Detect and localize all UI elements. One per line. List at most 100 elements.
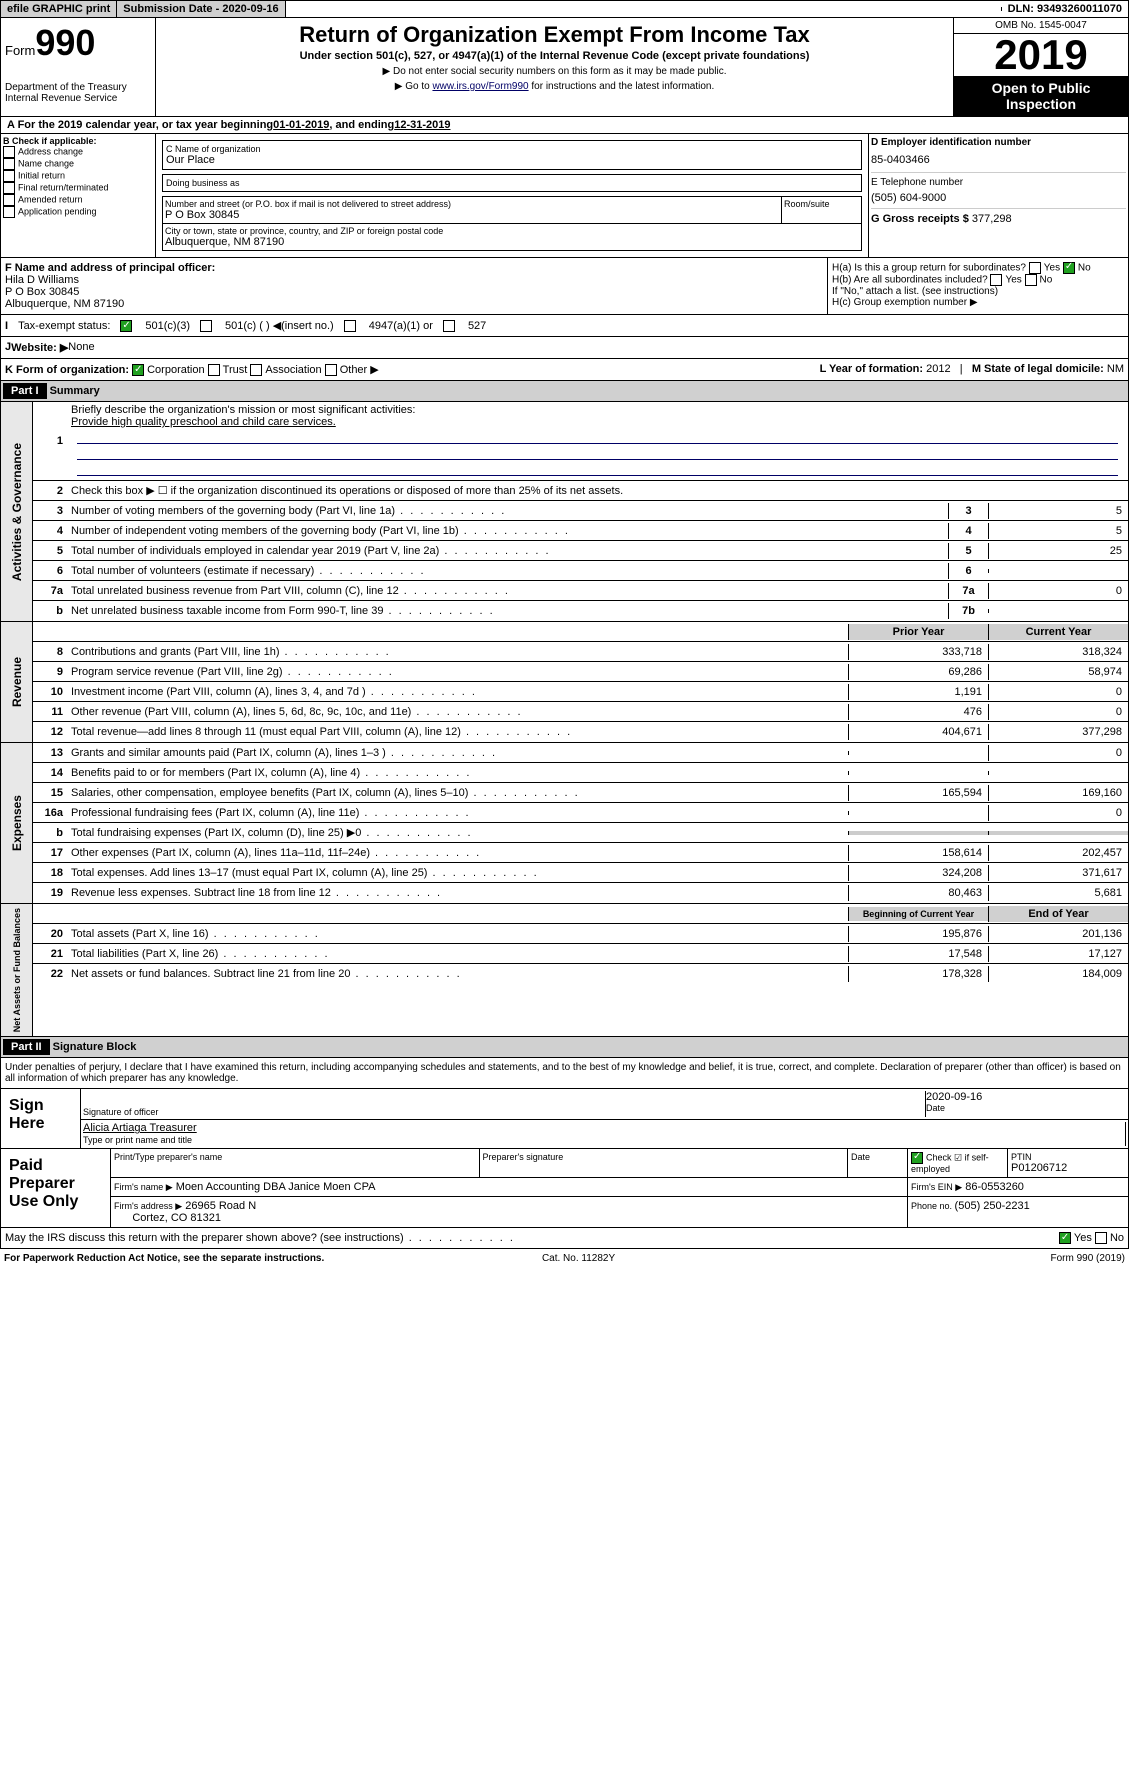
netassets-label: Net Assets or Fund Balances	[10, 904, 24, 1036]
gross-receipts: G Gross receipts $ 377,298	[871, 208, 1126, 225]
assoc-checkbox[interactable]	[250, 364, 262, 376]
firm-ein-label: Firm's EIN ▶	[911, 1182, 962, 1192]
website-label: Website: ▶	[11, 341, 68, 354]
website-value: None	[68, 341, 94, 354]
top-toolbar: efile GRAPHIC print Submission Date - 20…	[0, 0, 1129, 18]
paperwork-notice: For Paperwork Reduction Act Notice, see …	[4, 1253, 324, 1264]
open-to-public: Open to Public Inspection	[954, 76, 1128, 116]
gross-label: G Gross receipts $	[871, 213, 972, 225]
firm-addr2: Cortez, CO 81321	[132, 1212, 221, 1224]
form-header: Form990 Department of the Treasury Inter…	[0, 18, 1129, 117]
ha-yes-checkbox[interactable]	[1029, 262, 1041, 274]
instructions-link-line: ▶ Go to www.irs.gov/Form990 for instruct…	[160, 81, 949, 92]
period-row: A For the 2019 calendar year, or tax yea…	[0, 117, 1129, 134]
ha-no-checkbox[interactable]	[1063, 262, 1075, 274]
checkbox-amended-return[interactable]	[3, 194, 15, 206]
perjury-statement: Under penalties of perjury, I declare th…	[0, 1058, 1129, 1089]
form-number: 990	[35, 22, 95, 63]
501c3-checkbox[interactable]	[120, 320, 132, 332]
revenue-section: Revenue Prior Year Current Year 8Contrib…	[0, 622, 1129, 743]
checkbox-name-change[interactable]	[3, 158, 15, 170]
501c-checkbox[interactable]	[200, 320, 212, 332]
ptin-label: PTIN	[1011, 1152, 1125, 1162]
firm-name: Moen Accounting DBA Janice Moen CPA	[176, 1181, 376, 1193]
firm-phone: (505) 250-2231	[955, 1200, 1030, 1212]
part2-header: Part II Signature Block	[1, 1037, 1128, 1057]
street-value: P O Box 30845	[165, 209, 779, 221]
discuss-yes-checkbox[interactable]	[1059, 1232, 1071, 1244]
ein-box: D Employer identification number 85-0403…	[871, 136, 1126, 166]
governance-label: Activities & Governance	[8, 439, 26, 585]
irs-link[interactable]: www.irs.gov/Form990	[432, 81, 528, 92]
efile-print-button[interactable]: efile GRAPHIC print	[1, 1, 117, 17]
self-employed-checkbox[interactable]	[911, 1152, 923, 1164]
527-checkbox[interactable]	[443, 320, 455, 332]
checkbox-initial-return[interactable]	[3, 170, 15, 182]
m-label: M State of legal domicile:	[972, 363, 1107, 375]
firm-phone-label: Phone no.	[911, 1201, 955, 1211]
city-label: City or town, state or province, country…	[165, 226, 859, 236]
ptin-value: P01206712	[1011, 1162, 1125, 1174]
firm-addr1: 26965 Road N	[185, 1200, 256, 1212]
m-value: NM	[1107, 363, 1124, 375]
firm-addr-label: Firm's address ▶	[114, 1201, 182, 1211]
entity-info-block: B Check if applicable: Address changeNam…	[0, 134, 1129, 258]
department: Department of the Treasury Internal Reve…	[5, 82, 151, 104]
form-id-footer: Form 990 (2019)	[1050, 1253, 1124, 1264]
name-title-label: Type or print name and title	[83, 1135, 192, 1145]
q2-label: Check this box ▶ ☐ if the organization d…	[67, 482, 1128, 499]
gross-value: 377,298	[972, 213, 1012, 225]
org-name-label: C Name of organization	[166, 144, 858, 154]
firm-name-label: Firm's name ▶	[114, 1182, 173, 1192]
address-box: Number and street (or P.O. box if mail i…	[162, 196, 862, 251]
hb-no-checkbox[interactable]	[1025, 274, 1037, 286]
box-b: B Check if applicable: Address changeNam…	[1, 134, 156, 257]
box-b-header: B Check if applicable:	[3, 136, 97, 146]
governance-section: Activities & Governance 1 Briefly descri…	[0, 402, 1129, 622]
org-name: Our Place	[166, 154, 858, 166]
street-label: Number and street (or P.O. box if mail i…	[165, 199, 779, 209]
trust-checkbox[interactable]	[208, 364, 220, 376]
form-subtitle: Under section 501(c), 527, or 4947(a)(1)…	[160, 50, 949, 62]
netassets-section: Net Assets or Fund Balances Beginning of…	[0, 904, 1129, 1037]
mission-text: Provide high quality preschool and child…	[71, 416, 336, 428]
k-row: K Form of organization: Corporation Trus…	[0, 359, 1129, 381]
expenses-section: Expenses 13Grants and similar amounts pa…	[0, 743, 1129, 904]
officer-addr2: Albuquerque, NM 87190	[5, 298, 124, 310]
telephone-box: E Telephone number (505) 604-9000	[871, 172, 1126, 204]
box-f: F Name and address of principal officer:…	[1, 258, 828, 314]
signature-label: Signature of officer	[83, 1107, 925, 1117]
checkbox-final-return-terminated[interactable]	[3, 182, 15, 194]
telephone-value: (505) 604-9000	[871, 192, 1126, 204]
website-row: J Website: ▶ None	[0, 337, 1129, 359]
end-year-header: End of Year	[988, 906, 1128, 922]
officer-group-row: F Name and address of principal officer:…	[0, 258, 1129, 315]
hb-yes-checkbox[interactable]	[990, 274, 1002, 286]
sign-here-label: Sign Here	[1, 1089, 81, 1148]
expenses-label: Expenses	[8, 791, 26, 855]
other-checkbox[interactable]	[325, 364, 337, 376]
hb-note: If "No," attach a list. (see instruction…	[832, 286, 1124, 297]
discuss-no-checkbox[interactable]	[1095, 1232, 1107, 1244]
paid-preparer-label: Paid Preparer Use Only	[1, 1149, 111, 1227]
room-label: Room/suite	[781, 197, 861, 223]
privacy-note: ▶ Do not enter social security numbers o…	[160, 66, 949, 77]
submission-date: Submission Date - 2020-09-16	[117, 1, 285, 17]
4947-checkbox[interactable]	[344, 320, 356, 332]
dln: DLN: 93493260011070	[1002, 1, 1128, 17]
preparer-name-label: Print/Type preparer's name	[114, 1152, 476, 1162]
q1-label: Briefly describe the organization's miss…	[71, 404, 415, 416]
checkbox-application-pending[interactable]	[3, 206, 15, 218]
prep-date-label: Date	[851, 1152, 904, 1162]
corp-checkbox[interactable]	[132, 364, 144, 376]
hc-label: H(c) Group exemption number ▶	[832, 297, 1124, 308]
tax-year: 2019	[954, 34, 1128, 76]
taxi-label: Tax-exempt status:	[18, 320, 110, 332]
ein-value: 85-0403466	[871, 154, 1126, 166]
officer-addr1: P O Box 30845	[5, 286, 79, 298]
firm-ein: 86-0553260	[965, 1181, 1024, 1193]
tax-exempt-row: ITax-exempt status: 501(c)(3) 501(c) ( )…	[0, 315, 1129, 337]
preparer-sig-label: Preparer's signature	[483, 1152, 845, 1162]
checkbox-address-change[interactable]	[3, 146, 15, 158]
k-label: K Form of organization:	[5, 364, 129, 376]
